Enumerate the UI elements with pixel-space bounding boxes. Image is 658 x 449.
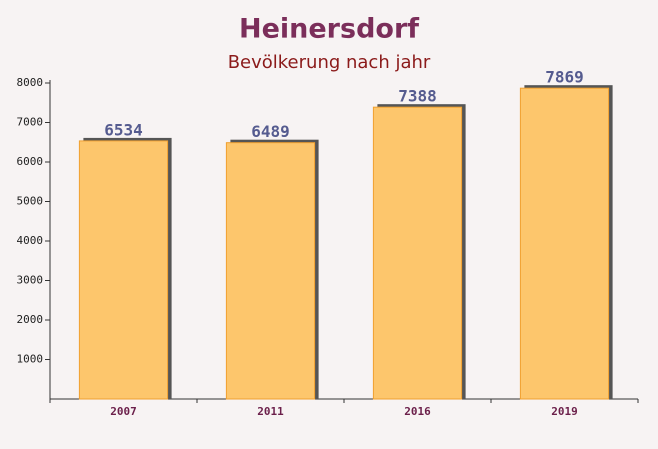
value-label: 7388 <box>398 87 437 106</box>
y-tick-label: 7000 <box>17 116 44 129</box>
chart-subtitle: Bevölkerung nach jahr <box>228 52 431 73</box>
y-tick-label: 2000 <box>17 313 44 326</box>
value-label: 6489 <box>251 122 290 141</box>
chart-title: Heinersdorf <box>239 14 419 45</box>
bar <box>225 142 316 400</box>
x-tick-label: 2011 <box>257 405 284 418</box>
x-tick-label: 2007 <box>110 405 137 418</box>
bar <box>78 140 169 400</box>
bar <box>372 106 463 400</box>
x-tick-label: 2016 <box>404 405 431 418</box>
bar <box>519 87 610 400</box>
x-tick-label: 2019 <box>551 405 578 418</box>
y-tick-label: 1000 <box>17 353 44 366</box>
y-tick-label: 8000 <box>17 76 44 89</box>
y-tick-label: 5000 <box>17 195 44 208</box>
y-tick-label: 4000 <box>17 234 44 247</box>
y-tick-label: 6000 <box>17 155 44 168</box>
y-tick-label: 3000 <box>17 274 44 287</box>
value-label: 7869 <box>545 68 584 87</box>
value-label: 6534 <box>104 120 143 139</box>
